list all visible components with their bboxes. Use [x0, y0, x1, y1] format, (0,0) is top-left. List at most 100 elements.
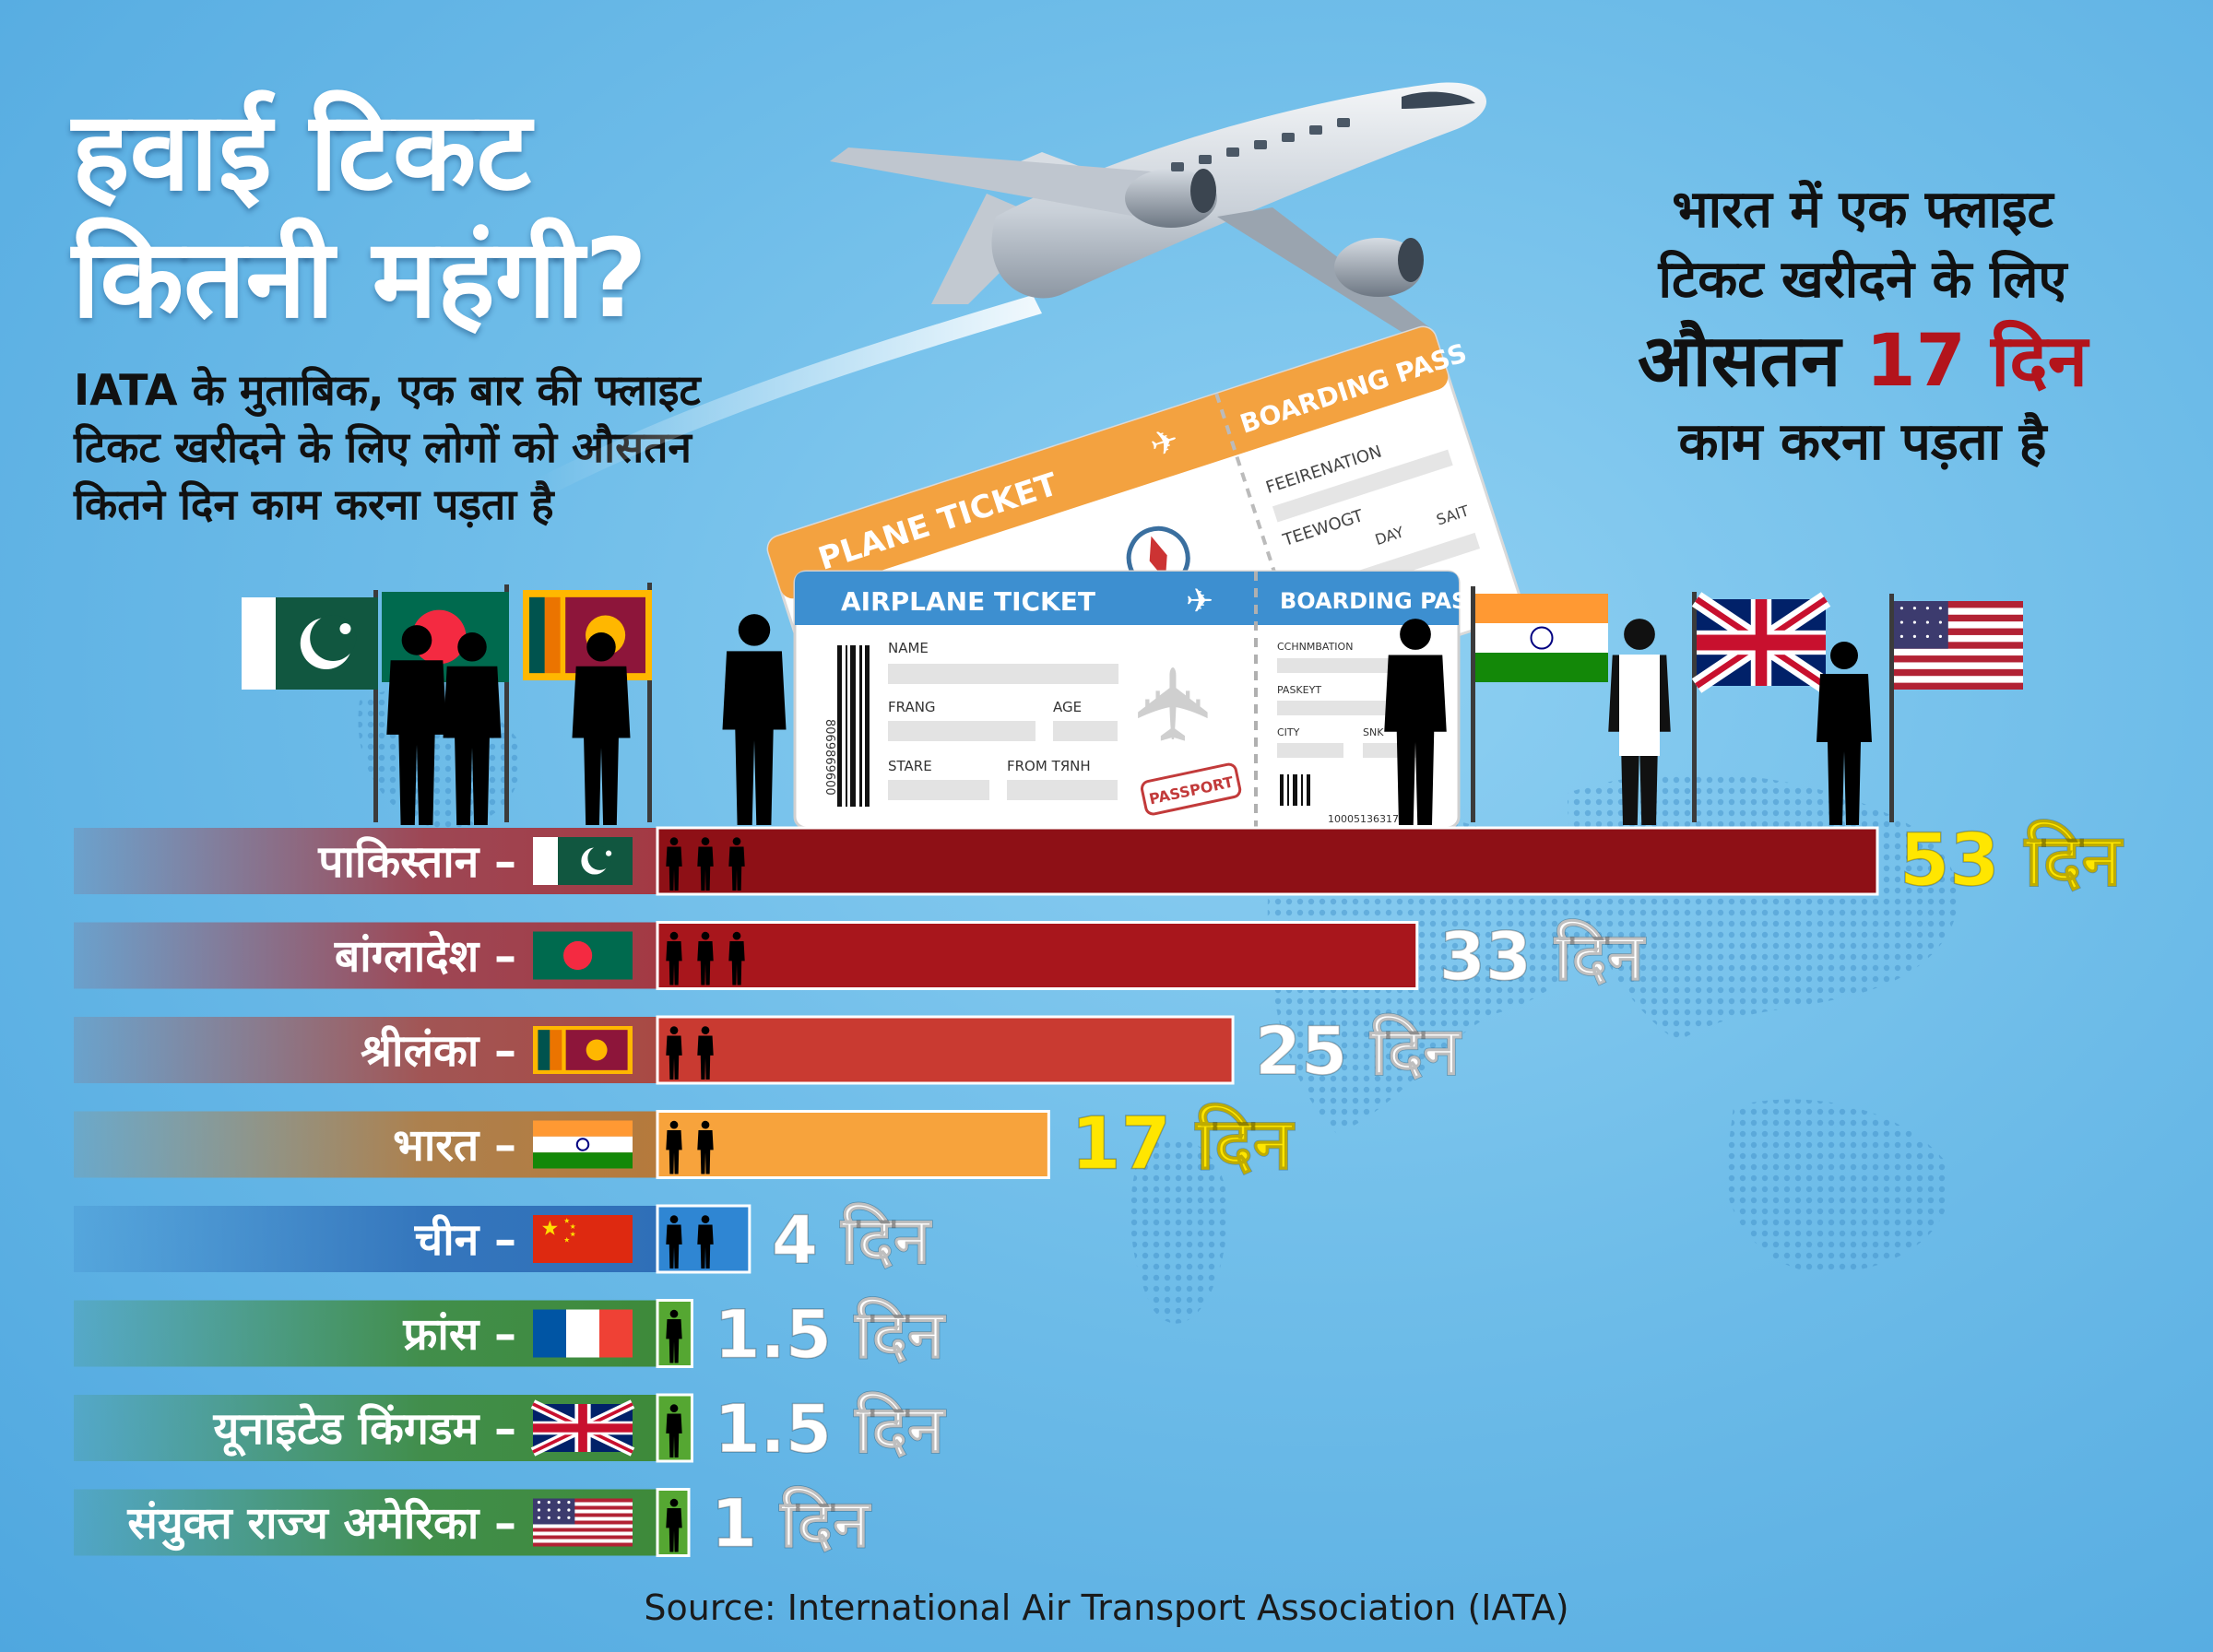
scene-person-2 — [443, 632, 502, 825]
chart-row: श्रीलंका – 25 दिन — [74, 1011, 1463, 1091]
scene-people — [386, 614, 1872, 825]
callout-highlight: 17 दिन — [1865, 320, 2089, 403]
scene-flags — [242, 583, 2023, 822]
flag-pole — [647, 583, 652, 822]
bar-worker-icon — [666, 837, 682, 891]
row-sri-lanka-flag — [533, 1026, 633, 1074]
stub-barcode — [1280, 774, 1310, 806]
barcode-number: 8069869600 — [822, 719, 836, 796]
category-label: यूनाइटेड किंगडम – — [213, 1403, 516, 1457]
row-bangladesh-flag — [533, 931, 633, 980]
flag-pole — [1471, 586, 1475, 822]
source-note: Source: International Air Transport Asso… — [644, 1587, 1569, 1628]
callout-line-3: औसतन 17 दिन — [1568, 315, 2158, 407]
callout-line-4: काम करना पड़ता है — [1678, 412, 2047, 472]
bar-worker-icon — [697, 931, 714, 985]
ticket-barcode — [837, 645, 870, 807]
bar-worker-icon — [666, 1309, 682, 1363]
airplane-illustration — [830, 82, 1487, 332]
bar — [656, 826, 1879, 896]
callout-prefix: औसतन — [1637, 320, 1866, 403]
bar — [656, 921, 1419, 990]
chart-row: यूनाइटेड किंगडम – 1.5 दिन — [74, 1389, 948, 1469]
scene-pakistan-flag — [242, 597, 378, 690]
flag-pole — [373, 590, 378, 822]
scene-person-1 — [386, 625, 447, 825]
ticket-number: 10005136317 — [1328, 813, 1399, 825]
flag-pole — [1692, 592, 1697, 822]
field-age: AGE — [1053, 699, 1082, 715]
page-title: हवाई टिकट कितनी महंगी? — [72, 88, 647, 342]
title-line-1: हवाई टिकट — [72, 88, 531, 215]
field-from: FROM TЯNH — [1007, 758, 1091, 774]
row-usa-flag — [533, 1498, 633, 1547]
chart-row: फ्रांस – 1.5 दिन — [74, 1295, 948, 1374]
bar — [656, 1110, 1050, 1179]
scene-uk-flag — [1691, 592, 1831, 693]
ticket-watermark-plane: ✈ — [1116, 662, 1234, 747]
value-label: 1.5 दिन — [714, 1390, 946, 1468]
title-line-2: कितनी महंगी? — [72, 215, 648, 342]
flag-pole — [504, 584, 509, 822]
ticket-title: AIRPLANE TICKET — [841, 586, 1095, 617]
category-label: बांग्लादेश – — [334, 931, 516, 983]
value-label: 4 दिन — [772, 1201, 933, 1279]
field-name: NAME — [888, 640, 929, 656]
stub-field-1: CCHNMBATION — [1277, 641, 1353, 653]
value-label: 17 दिन — [1071, 1103, 1295, 1186]
value-label: 53 दिन — [1899, 819, 2124, 903]
scene-person-7 — [1817, 642, 1872, 825]
subtitle-line-3: कितने दिन काम करना पड़ता है — [74, 479, 554, 529]
callout-line-2: टिकट खरीदने के लिए — [1658, 250, 2067, 310]
contrail — [535, 295, 1042, 498]
bar-worker-icon — [697, 1215, 714, 1268]
stub-field-4: SNK — [1363, 726, 1384, 738]
category-label: संयुक्त राज्य अमेरिका – — [126, 1498, 516, 1552]
scene-india-flag — [1475, 594, 1608, 682]
india-callout: भारत में एक फ्लाइट टिकट खरीदने के लिए औस… — [1568, 175, 2158, 478]
doctor-coat — [1619, 655, 1660, 756]
row-uk-flag — [530, 1399, 635, 1457]
scene-sri-lanka-flag — [523, 590, 652, 680]
front-ticket: AIRPLANE TICKET ✈ BOARDING PASS 80698696… — [793, 570, 1483, 830]
bar-worker-icon — [697, 837, 714, 891]
bar-worker-icon — [666, 931, 682, 985]
bar-worker-icon — [728, 837, 745, 891]
field-frang: FRANG — [888, 699, 936, 715]
value-label: 25 दिन — [1255, 1012, 1462, 1090]
bar-worker-icon — [666, 1026, 682, 1080]
category-label: चीन – — [414, 1214, 516, 1266]
row-india-flag — [533, 1120, 633, 1169]
value-label: 1.5 दिन — [714, 1296, 946, 1374]
chart-row: भारत – 17 दिन — [74, 1102, 1296, 1186]
row-china-flag — [533, 1215, 633, 1263]
bar-chart: पाकिस्तान – 53 दिन बांग्लादेश – 33 दिन श्रील… — [74, 818, 2124, 1563]
value-label: 1 दिन — [711, 1485, 872, 1563]
scene-usa-flag — [1894, 601, 2023, 690]
row-pakistan-flag — [533, 837, 633, 885]
field-stare: STARE — [888, 758, 932, 774]
chart-row: पाकिस्तान – 53 दिन — [74, 818, 2124, 903]
category-label: पाकिस्तान – — [317, 836, 516, 888]
category-label: फ्रांस – — [402, 1309, 516, 1361]
flag-pole — [1889, 594, 1894, 822]
stub-field-3: CITY — [1277, 726, 1300, 738]
bar-worker-icon — [666, 1404, 682, 1457]
ticket-plane-icon: ✈ — [1186, 583, 1213, 620]
scene-person-3 — [572, 632, 631, 825]
scene-person-5 — [1384, 619, 1447, 825]
row-france-flag — [533, 1309, 633, 1358]
scene-person-4 — [722, 614, 787, 825]
callout-line-1: भारत में एक फ्लाइट — [1672, 180, 2053, 240]
ticket-boarding-pass: BOARDING PASS — [1280, 588, 1483, 614]
chart-row: चीन – 4 दिन — [74, 1200, 934, 1280]
subtitle-line-1: IATA के मुताबिक, एक बार की फ्लाइट — [74, 365, 701, 415]
bar-worker-icon — [697, 1120, 714, 1174]
page-subtitle: IATA के मुताबिक, एक बार की फ्लाइट टिकट ख… — [74, 361, 811, 533]
bar-worker-icon — [666, 1120, 682, 1174]
category-label: भारत – — [393, 1120, 516, 1172]
bar-worker-icon — [697, 1026, 714, 1080]
bar-worker-icon — [666, 1498, 682, 1552]
stub-field-2: PASKEYT — [1277, 684, 1321, 696]
